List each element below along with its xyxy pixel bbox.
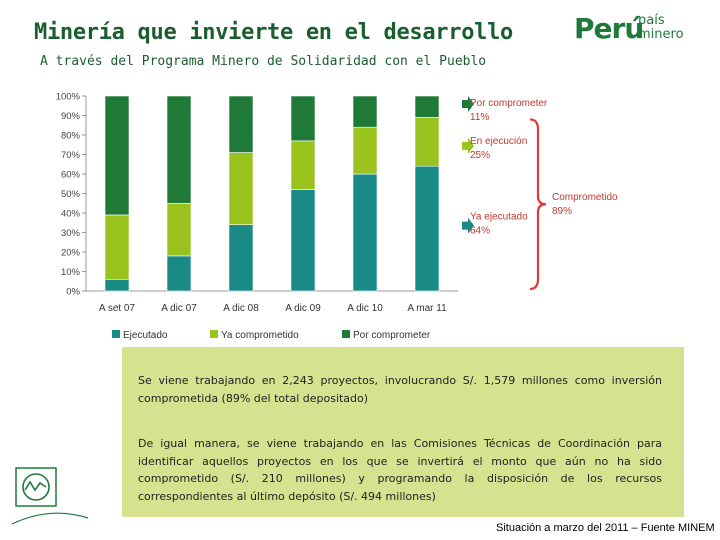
bar-segment <box>352 173 378 292</box>
y-tick-label: 90% <box>61 111 81 122</box>
slide-subtitle: A través del Programa Minero de Solidari… <box>40 54 487 69</box>
bar-segment <box>414 117 440 167</box>
x-tick-label: A dic 09 <box>285 303 321 314</box>
y-tick-label: 50% <box>61 189 81 200</box>
x-tick-label: A dic 07 <box>161 303 197 314</box>
y-tick-label: 80% <box>61 131 81 142</box>
bar-segment <box>104 278 130 292</box>
arrow-ya-ejecutado <box>462 217 474 234</box>
info-paragraph-1: Se viene trabajando en 2,243 proyectos, … <box>138 374 662 405</box>
x-tick-label: A set 07 <box>99 303 136 314</box>
bar-segment <box>166 202 192 257</box>
annotation-ya-ejecutado-value: 64% <box>470 226 490 237</box>
y-tick-label: 60% <box>61 170 81 181</box>
legend-swatch <box>342 330 350 338</box>
y-tick-label: 70% <box>61 150 81 161</box>
bar-segment <box>166 255 192 292</box>
x-axis-labels: A set 07 A dic 07 A dic 08 A dic 09 A dic 10… <box>99 303 447 314</box>
bar-segment <box>228 152 254 226</box>
y-tick-label: 10% <box>61 267 81 278</box>
bar-segment <box>352 126 378 175</box>
x-tick-label: A dic 10 <box>347 303 383 314</box>
bar-segment <box>228 95 254 153</box>
chart-annotations: Por comprometer 11% En ejecución 25% Ya ejec… <box>462 96 618 291</box>
footer-source: Situación a marzo del 2011 – Fuente MINE… <box>496 522 715 534</box>
annotation-por-comprometer-label: Por comprometer <box>470 98 548 109</box>
bar-segment <box>290 189 316 292</box>
x-tick-label: A dic 08 <box>223 303 259 314</box>
stacked-bar-chart: 0% 10% 20% 30% 40% 50% 60% 70% 80% 90% 100% A set … <box>56 92 618 342</box>
bar-segment <box>290 140 316 190</box>
y-tick-label: 100% <box>56 92 81 103</box>
legend: Ejecutado Ya comprometido Por comprometer <box>112 330 431 341</box>
arrow-en-ejecucion <box>462 137 474 154</box>
annotation-comprometido-value: 89% <box>552 206 572 217</box>
bar-segment <box>414 95 440 118</box>
logo-brand: Perú <box>574 12 644 45</box>
bar-segment <box>414 165 440 292</box>
annotation-en-ejecucion-value: 25% <box>470 150 490 161</box>
annotation-ya-ejecutado-label: Ya ejecutado <box>470 212 528 223</box>
logo-tagline-2: minero <box>638 27 684 42</box>
y-tick-label: 20% <box>61 248 81 259</box>
bar-segment <box>290 95 316 142</box>
legend-label: Ya comprometido <box>221 330 299 341</box>
y-tick-label: 0% <box>66 287 80 298</box>
bars <box>104 95 440 292</box>
annotation-comprometido-label: Comprometido <box>552 192 618 203</box>
peru-pais-minero-logo: Perú país minero <box>574 10 694 50</box>
legend-label: Por comprometer <box>353 330 431 341</box>
x-tick-label: A mar 11 <box>407 303 447 314</box>
y-tick-label: 40% <box>61 209 81 220</box>
annotation-en-ejecucion-label: En ejecución <box>470 136 527 147</box>
minem-emblem-icon <box>11 467 89 525</box>
logo-tagline: país minero <box>638 14 684 42</box>
legend-swatch <box>112 330 120 338</box>
slide-title: Minería que invierte en el desarrollo <box>34 20 513 45</box>
arrow-por-comprometer <box>462 96 474 112</box>
bar-segment <box>166 95 192 204</box>
comprometido-bracket <box>529 118 547 291</box>
logo-tagline-1: país <box>638 13 665 28</box>
bar-segment <box>104 214 130 280</box>
bar-segment <box>228 224 254 292</box>
info-box: Se viene trabajando en 2,243 proyectos, … <box>122 347 684 517</box>
bar-segment <box>104 95 130 216</box>
bar-segment <box>352 95 378 128</box>
y-axis: 0% 10% 20% 30% 40% 50% 60% 70% 80% 90% 100% <box>56 92 458 298</box>
annotation-por-comprometer-value: 11% <box>470 112 489 123</box>
y-tick-label: 30% <box>61 228 81 239</box>
info-paragraph-2: De igual manera, se viene trabajando en … <box>138 437 662 503</box>
legend-label: Ejecutado <box>123 330 168 341</box>
legend-swatch <box>210 330 218 338</box>
